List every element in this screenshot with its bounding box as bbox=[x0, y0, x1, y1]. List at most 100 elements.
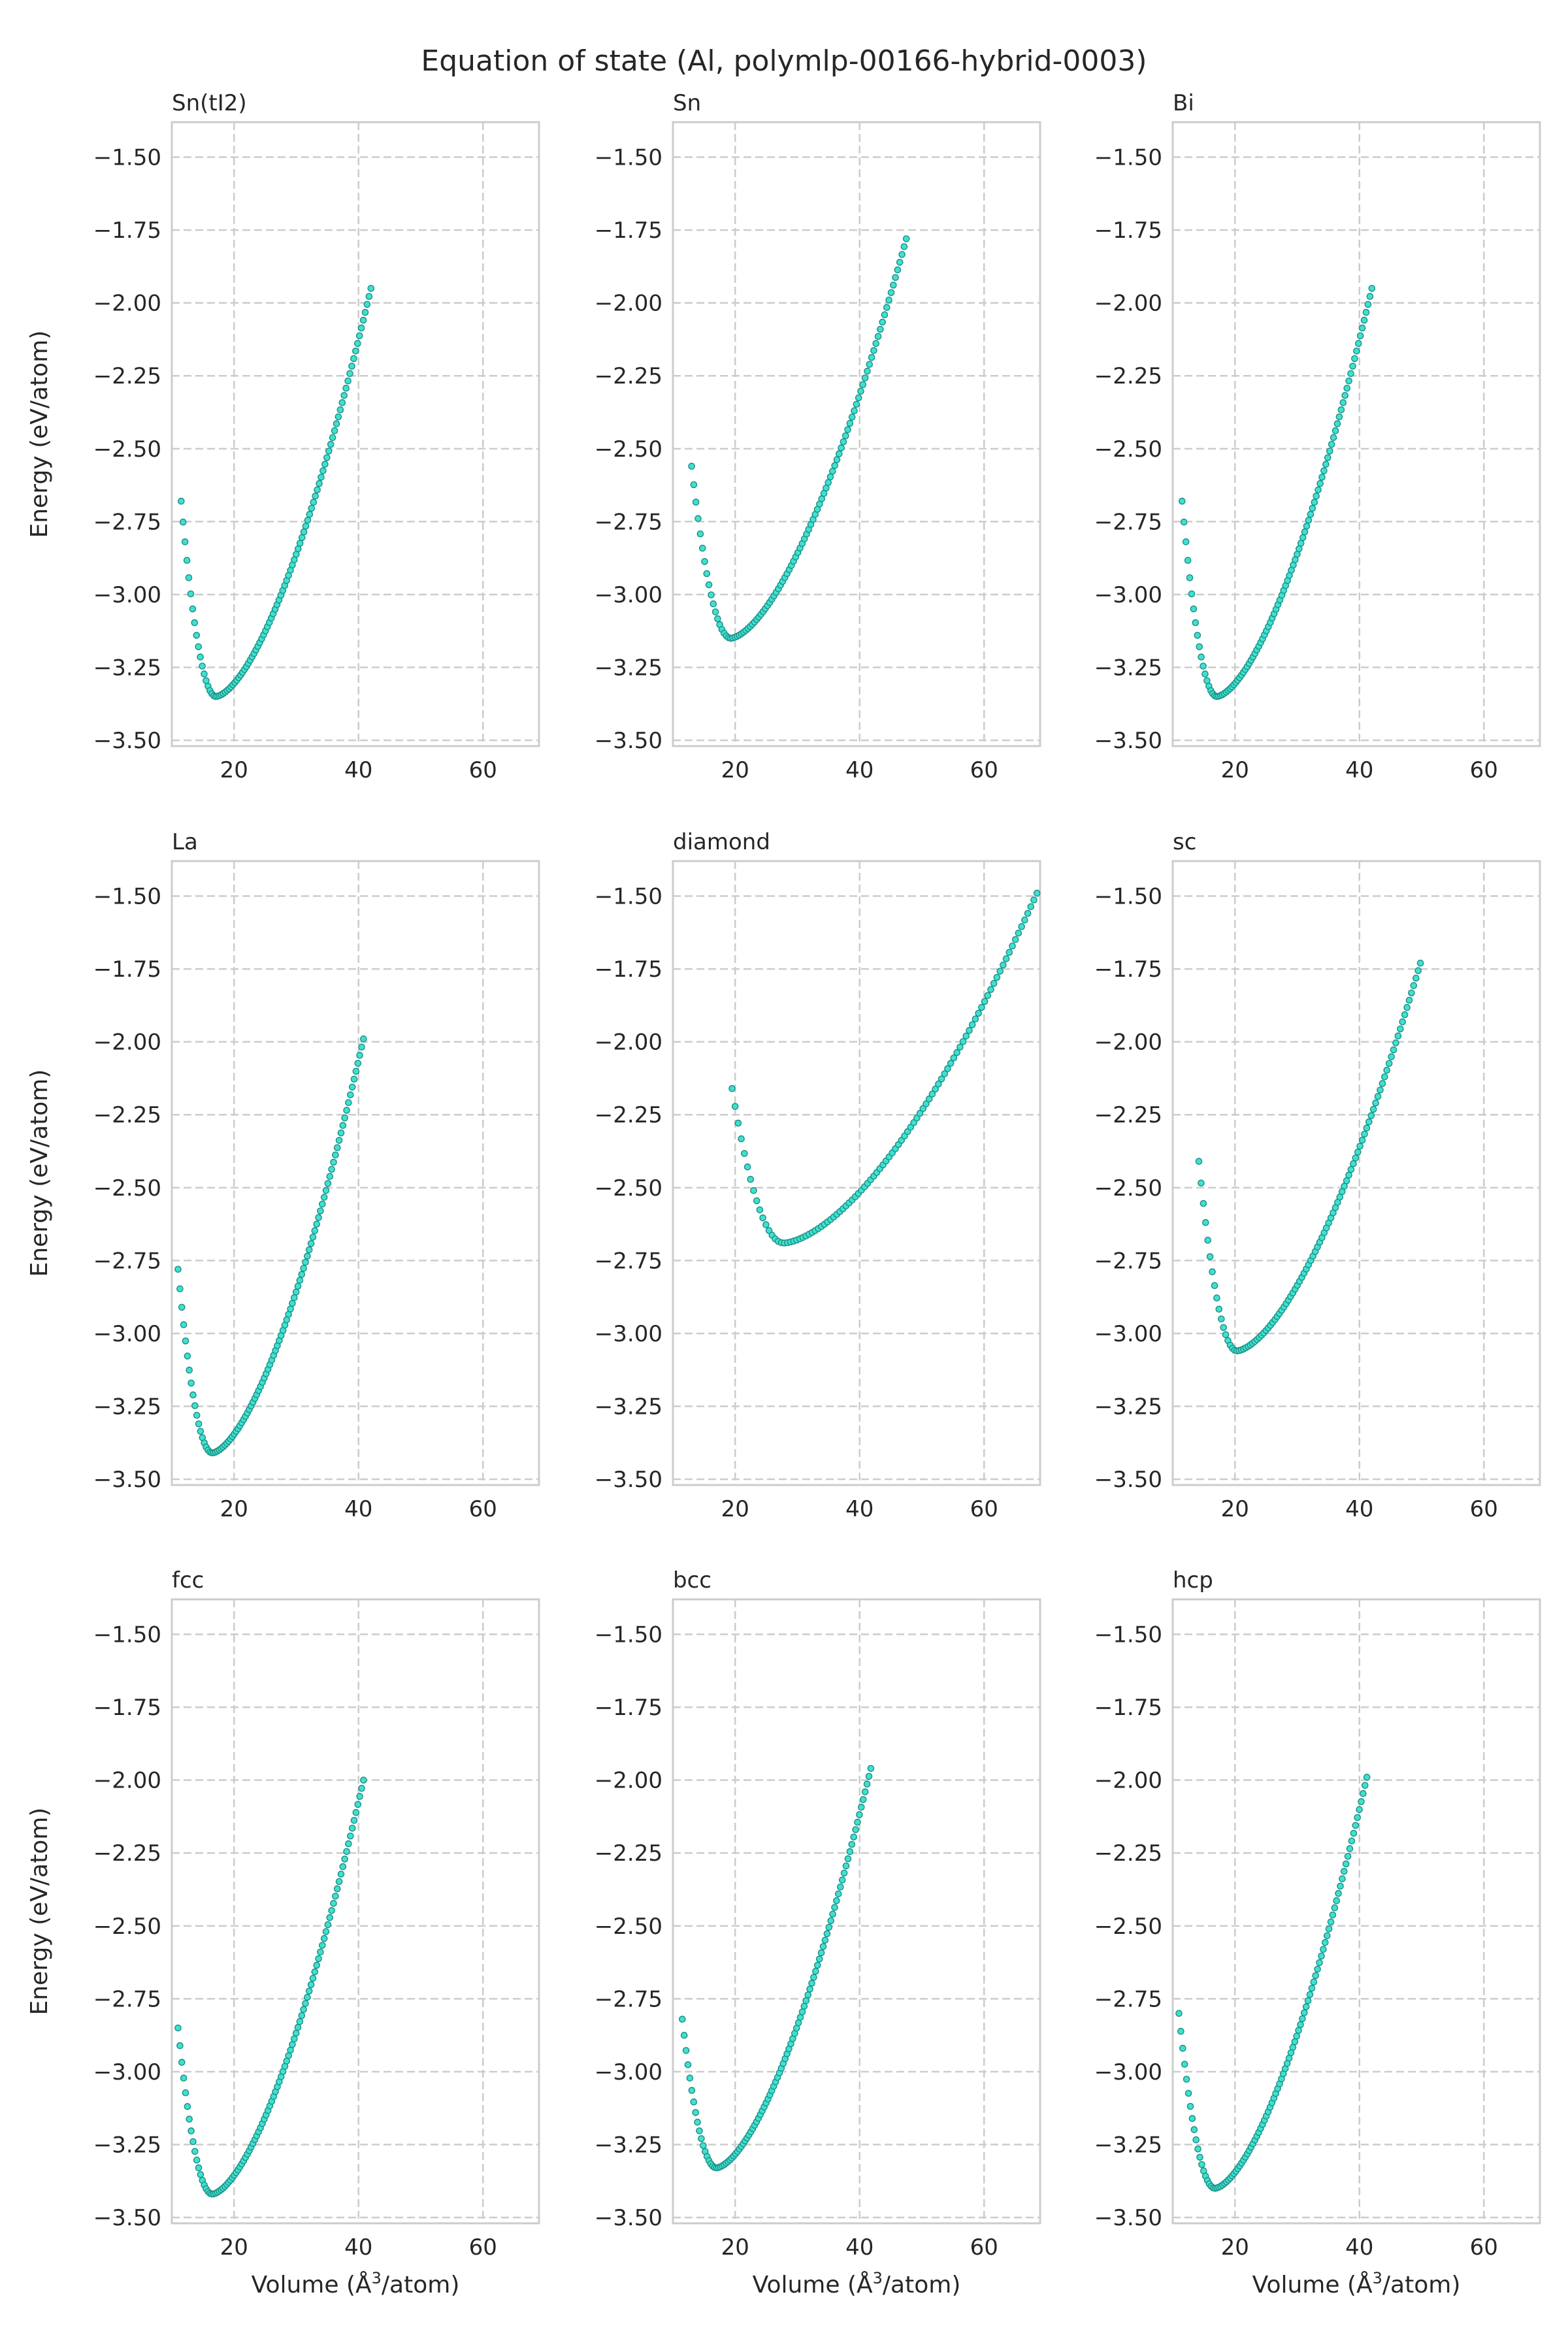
data-point bbox=[956, 1043, 964, 1051]
data-point bbox=[318, 474, 325, 481]
data-point bbox=[1361, 1130, 1368, 1138]
data-point bbox=[848, 1840, 856, 1848]
data-point bbox=[823, 1930, 831, 1938]
data-point bbox=[188, 2127, 195, 2134]
panel-la: −3.50 −3.25 −3.00 −2.75 −2.50 −2.25 −2.00 −1.75… bbox=[26, 829, 540, 1522]
figure-title: Equation of state (Al, polymlp-00166-hyb… bbox=[421, 44, 1147, 78]
x-tick-label: 40 bbox=[1345, 1496, 1373, 1522]
data-point bbox=[1018, 923, 1025, 930]
data-point bbox=[829, 1910, 836, 1918]
y-tick-label: −1.50 bbox=[93, 884, 161, 910]
panel-title: diamond bbox=[673, 829, 770, 855]
data-point bbox=[1347, 370, 1354, 378]
data-point bbox=[1341, 392, 1348, 399]
data-point bbox=[1209, 1268, 1216, 1275]
data-point bbox=[1306, 1991, 1314, 1999]
data-point bbox=[174, 1266, 182, 1273]
y-tick-label: −3.50 bbox=[595, 1467, 662, 1493]
data-point bbox=[690, 2098, 698, 2106]
data-point bbox=[1416, 959, 1424, 967]
data-point bbox=[345, 1840, 352, 1848]
data-point bbox=[861, 1788, 869, 1795]
data-point bbox=[711, 608, 719, 615]
y-tick-label: −2.75 bbox=[1094, 509, 1162, 535]
y-tick-label: −3.00 bbox=[595, 1321, 662, 1347]
y-tick-label: −1.50 bbox=[1094, 1622, 1162, 1648]
data-point bbox=[304, 1252, 311, 1260]
y-tick-label: −1.50 bbox=[1094, 145, 1162, 171]
y-tick-label: −2.75 bbox=[595, 1248, 662, 1274]
data-point bbox=[1194, 2145, 1201, 2153]
y-tick-label: −2.00 bbox=[93, 1768, 161, 1794]
data-point bbox=[1000, 961, 1007, 969]
data-point bbox=[1410, 982, 1418, 989]
data-point bbox=[806, 1985, 813, 1993]
data-point bbox=[348, 1083, 356, 1091]
data-point bbox=[184, 2102, 191, 2110]
data-point bbox=[1299, 2015, 1306, 2023]
data-point bbox=[328, 1906, 335, 1914]
data-point bbox=[1186, 2102, 1194, 2110]
data-point bbox=[759, 1214, 766, 1222]
data-point bbox=[1328, 440, 1335, 448]
data-point bbox=[1346, 1845, 1354, 1852]
data-point bbox=[846, 419, 854, 427]
data-point bbox=[1325, 1925, 1333, 1933]
data-point bbox=[1403, 1004, 1411, 1011]
data-point bbox=[331, 427, 338, 434]
data-point bbox=[315, 1214, 322, 1221]
y-tick-label: −2.00 bbox=[93, 1030, 161, 1056]
x-tick-label: 60 bbox=[469, 757, 497, 783]
data-point bbox=[1350, 1160, 1357, 1168]
panel-title: fcc bbox=[172, 1567, 204, 1593]
data-point bbox=[848, 414, 856, 421]
data-point bbox=[305, 1987, 313, 1995]
data-point bbox=[825, 1923, 833, 1931]
data-point bbox=[1215, 1305, 1223, 1313]
data-point bbox=[333, 1144, 341, 1151]
data-point bbox=[1175, 2010, 1183, 2017]
data-point bbox=[322, 1928, 330, 1935]
data-point bbox=[312, 493, 319, 500]
x-tick-label: 60 bbox=[469, 2234, 497, 2261]
y-tick-label: −2.75 bbox=[1094, 1248, 1162, 1274]
data-point bbox=[1347, 1166, 1355, 1173]
data-point bbox=[698, 2135, 705, 2142]
data-point bbox=[1308, 1984, 1316, 1992]
y-tick-label: −2.00 bbox=[1094, 291, 1162, 317]
data-point bbox=[1372, 1099, 1379, 1107]
data-point bbox=[1377, 1086, 1384, 1094]
plot-area bbox=[171, 860, 540, 1486]
data-point bbox=[1196, 643, 1203, 651]
x-tick-label: 40 bbox=[344, 757, 372, 783]
y-tick-label: −3.50 bbox=[93, 1467, 161, 1493]
y-tick-label: −3.00 bbox=[1094, 2059, 1162, 2085]
data-point bbox=[315, 1955, 322, 1963]
data-point bbox=[197, 1428, 204, 1435]
data-point bbox=[868, 353, 875, 361]
y-tick-label: −2.75 bbox=[93, 509, 161, 535]
data-point bbox=[298, 2012, 306, 2019]
data-point bbox=[1358, 324, 1366, 332]
data-point bbox=[865, 1772, 873, 1780]
data-point bbox=[1293, 2033, 1300, 2040]
data-point bbox=[1316, 1959, 1323, 1967]
y-tick-label: −3.25 bbox=[1094, 1394, 1162, 1420]
x-axis-label: Volume (Å3/atom) bbox=[753, 2269, 961, 2298]
plot-area bbox=[171, 1598, 540, 2225]
x-tick-label: 60 bbox=[970, 2234, 998, 2261]
data-point bbox=[1390, 1046, 1397, 1054]
data-point bbox=[700, 2142, 707, 2149]
data-point bbox=[686, 2074, 694, 2082]
data-point bbox=[1352, 1154, 1360, 1162]
data-point bbox=[324, 1180, 332, 1187]
y-tick-label: −2.50 bbox=[595, 1175, 662, 1201]
data-point bbox=[344, 377, 351, 385]
data-point bbox=[1380, 1073, 1388, 1081]
data-point bbox=[1009, 942, 1016, 950]
data-point bbox=[692, 2109, 699, 2116]
data-point bbox=[335, 413, 342, 421]
panel-bcc: −3.50 −3.25 −3.00 −2.75 −2.50 −2.25 −2.00 −1.75… bbox=[595, 1567, 1041, 2298]
data-point bbox=[1186, 574, 1194, 581]
data-point bbox=[694, 515, 702, 523]
